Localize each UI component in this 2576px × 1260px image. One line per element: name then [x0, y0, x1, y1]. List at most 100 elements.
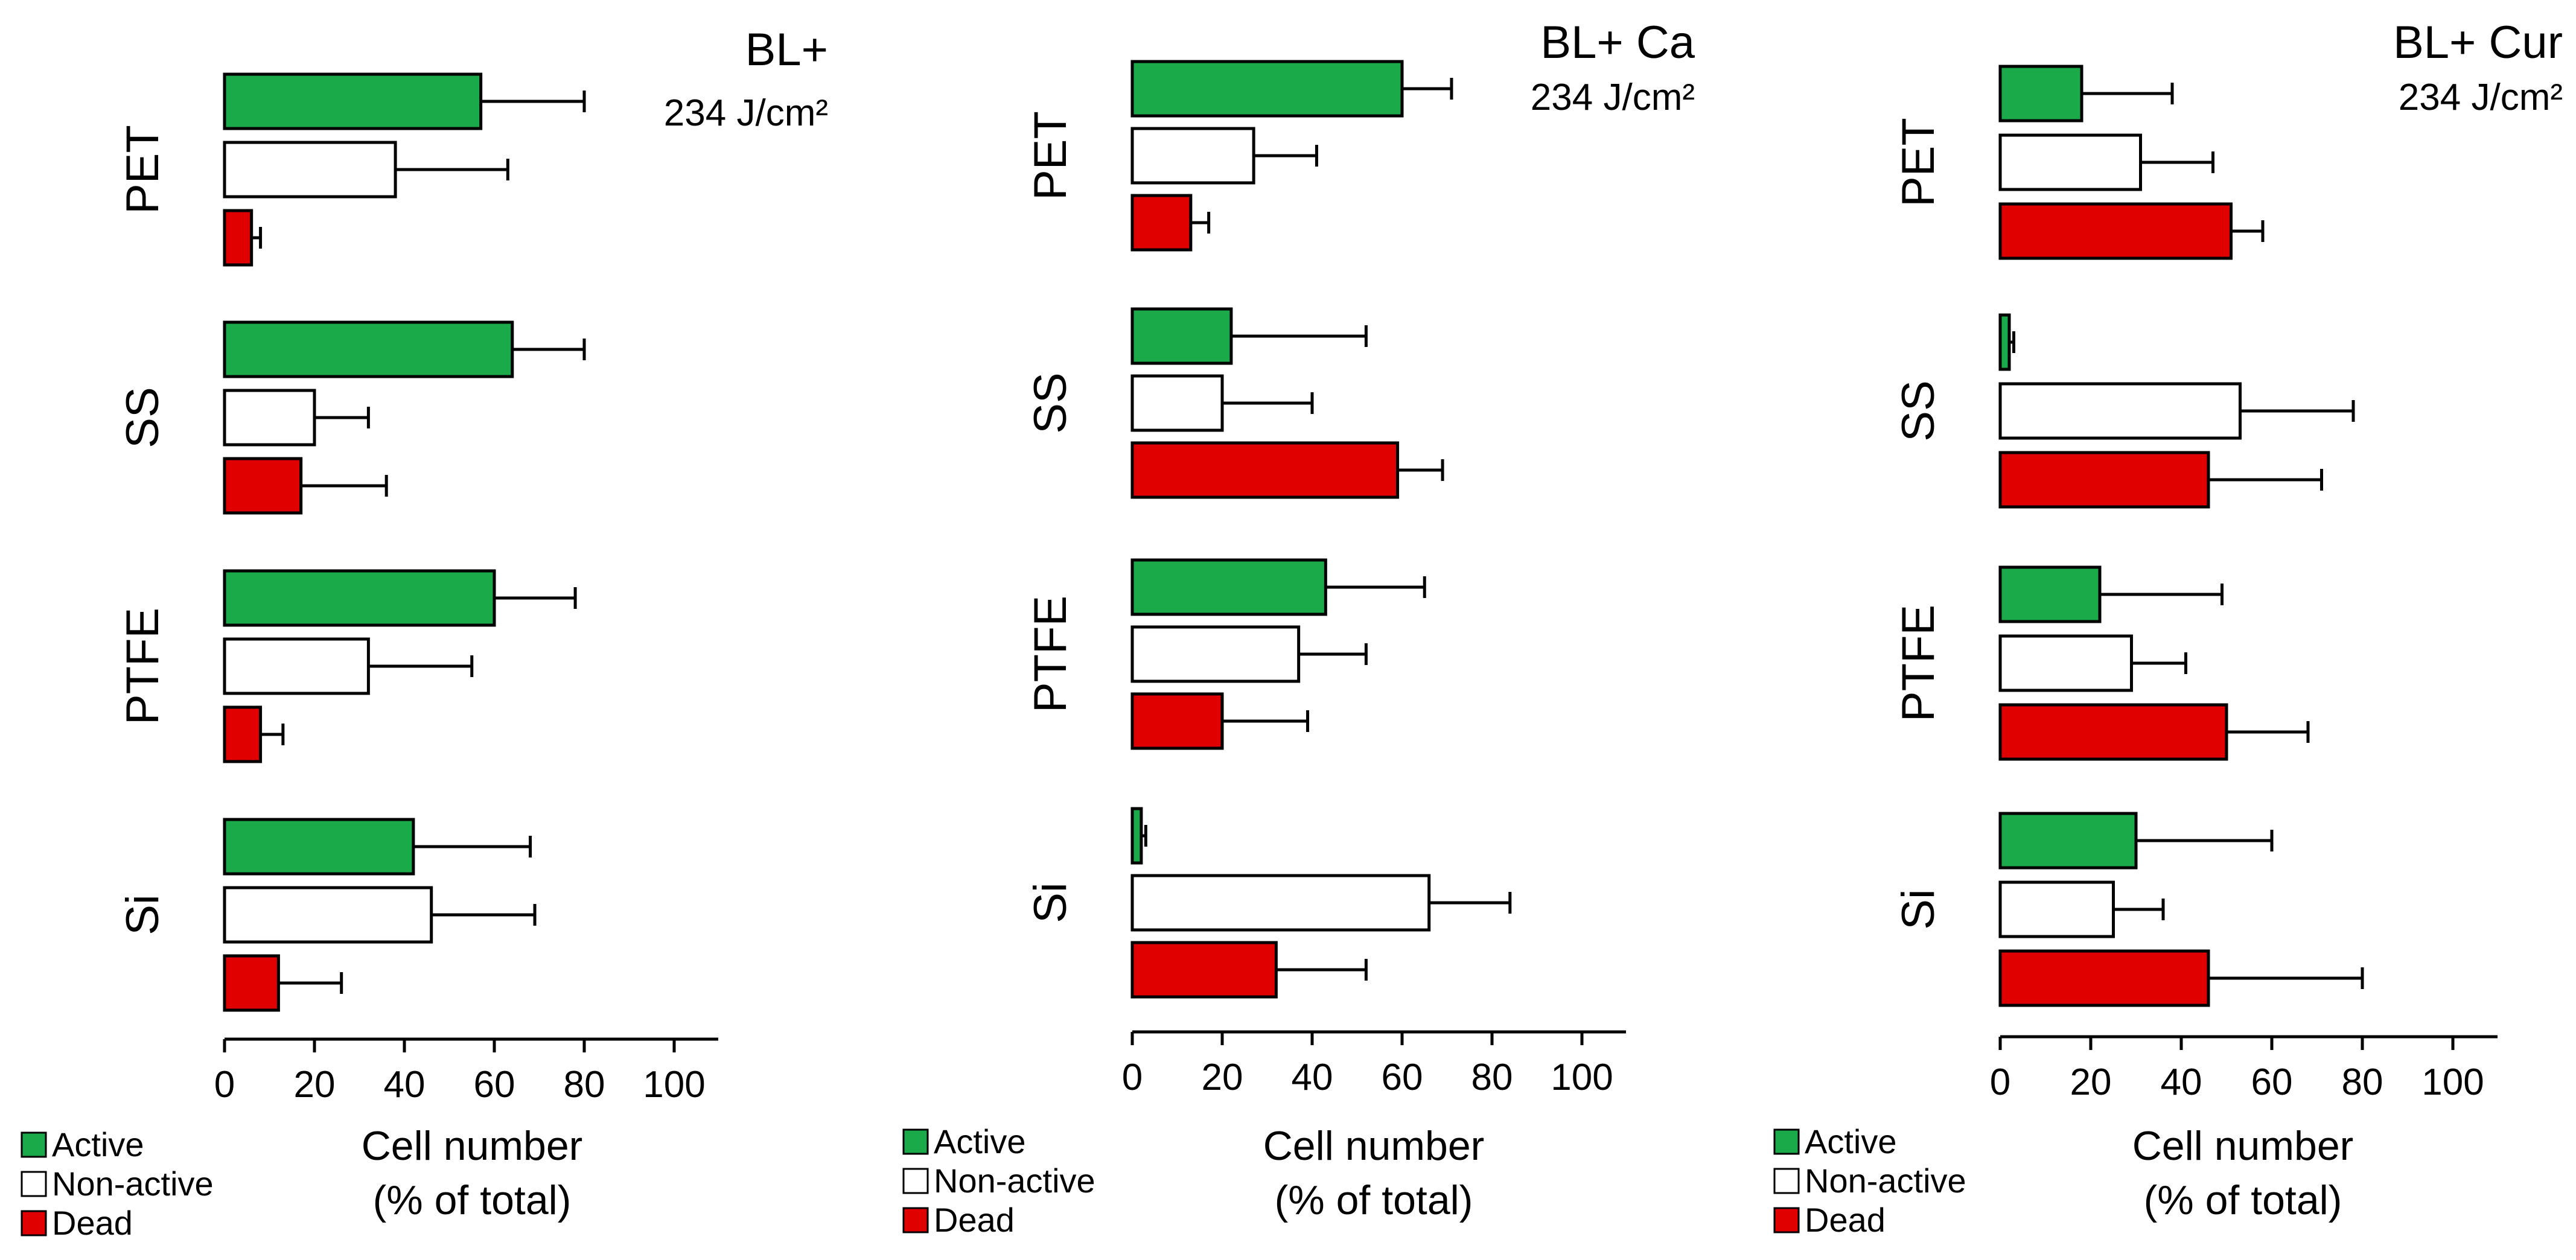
bar-si-active: [1998, 812, 2138, 870]
category-label-si: Si: [117, 894, 168, 935]
panel-2-xlabel2: (% of total): [1275, 1177, 1473, 1223]
bar-ss-active: [223, 320, 514, 378]
x-tick-label: 0: [1990, 1061, 2010, 1103]
legend-label-active: Active: [934, 1122, 1026, 1160]
x-tick-label: 0: [1122, 1057, 1143, 1098]
bar-pet-non-active: [1998, 133, 2142, 191]
x-tick-label: 100: [1551, 1057, 1613, 1098]
panel-1-plot: PET SS PTFE Si 0 20 40 60 80 100: [117, 72, 718, 1106]
x-tick-label: 20: [294, 1064, 336, 1106]
bar-si-non-active: [223, 886, 433, 944]
legend-swatch-non-active: [902, 1168, 929, 1194]
panel-2-title: BL+ Ca: [1540, 17, 1695, 68]
legend-label-non-active: Non-active: [52, 1165, 214, 1203]
legend-label-non-active: Non-active: [934, 1162, 1095, 1200]
panel-3-xlabel: Cell number: [2132, 1123, 2354, 1169]
legend-label-active: Active: [1805, 1122, 1897, 1160]
bar-pet-active: [223, 72, 483, 130]
bar-ss-non-active: [223, 389, 316, 447]
category-label-pet: PET: [1025, 111, 1076, 200]
legend-swatch-dead: [902, 1207, 929, 1233]
bar-pet-non-active: [1130, 127, 1255, 185]
bar-ss-active: [1130, 307, 1233, 365]
panel-2-legend: Active Non-active Dead: [902, 1122, 1095, 1239]
legend-swatch-active: [1773, 1128, 1800, 1155]
bar-ss-active: [1998, 313, 2011, 371]
bar-si-non-active: [1998, 880, 2115, 938]
legend-swatch-dead: [1773, 1207, 1800, 1233]
bar-ptfe-dead: [223, 705, 263, 763]
x-tick-label: 100: [2421, 1061, 2484, 1103]
bar-ss-dead: [1998, 451, 2210, 509]
panel-3-subtitle: 234 J/cm²: [2399, 77, 2563, 118]
bar-pet-active: [1998, 65, 2083, 122]
category-label-ptfe: PTFE: [117, 608, 168, 725]
x-tick-label: 0: [214, 1064, 235, 1106]
x-tick-label: 40: [384, 1064, 426, 1106]
x-tick-label: 60: [2251, 1061, 2293, 1103]
panel-1-title: BL+: [745, 24, 828, 75]
legend-label-dead: Dead: [1805, 1201, 1886, 1239]
bar-ss-non-active: [1130, 374, 1224, 432]
x-tick-label: 100: [643, 1064, 705, 1106]
legend-label-non-active: Non-active: [1805, 1162, 1966, 1200]
bar-ptfe-active: [1130, 558, 1327, 616]
bar-ptfe-dead: [1130, 692, 1224, 750]
bar-pet-non-active: [223, 141, 397, 199]
bar-si-active: [1130, 807, 1143, 865]
bar-ss-dead: [223, 457, 303, 515]
panel-1-legend: Active Non-active Dead: [21, 1125, 214, 1242]
category-label-si: Si: [1025, 882, 1076, 923]
panel-3-xlabel2: (% of total): [2144, 1177, 2342, 1223]
x-tick-label: 20: [2070, 1061, 2112, 1103]
panel-2-xlabel: Cell number: [1263, 1123, 1485, 1169]
panel-3-plot: PET SS PTFE Si 0 20 40 60 80 100: [1893, 65, 2498, 1103]
category-label-si: Si: [1893, 889, 1944, 930]
x-tick-label: 60: [474, 1064, 515, 1106]
panel-2-plot: PET SS PTFE Si 0 20 40 60 80 100: [1025, 60, 1626, 1098]
x-tick-label: 40: [1292, 1057, 1333, 1098]
bar-ptfe-dead: [1998, 703, 2228, 761]
x-tick-label: 60: [1382, 1057, 1423, 1098]
bar-si-dead: [223, 954, 280, 1012]
bar-ptfe-active: [1998, 565, 2102, 623]
bar-ptfe-non-active: [1998, 634, 2133, 692]
panel-3: BL+ Cur 234 J/cm² PET SS PTFE Si 0 20 40 60 80 10…: [1773, 17, 2563, 1239]
x-tick-label: 40: [2161, 1061, 2202, 1103]
bar-si-dead: [1130, 941, 1278, 999]
bar-si-dead: [1998, 949, 2210, 1007]
panel-3-title: BL+ Cur: [2393, 17, 2563, 68]
x-tick-label: 80: [1471, 1057, 1513, 1098]
category-label-ss: SS: [117, 387, 168, 448]
category-label-ptfe: PTFE: [1025, 596, 1076, 713]
legend-swatch-dead: [21, 1210, 47, 1236]
bar-pet-dead: [223, 209, 253, 267]
legend-label-active: Active: [52, 1125, 144, 1163]
legend-label-dead: Dead: [934, 1201, 1015, 1239]
x-tick-label: 20: [1202, 1057, 1243, 1098]
legend-swatch-active: [902, 1128, 929, 1155]
legend-swatch-active: [21, 1131, 47, 1158]
bar-ptfe-non-active: [1130, 625, 1301, 683]
category-label-pet: PET: [117, 125, 168, 214]
panel-1-xlabel: Cell number: [362, 1123, 583, 1169]
category-label-ss: SS: [1893, 380, 1944, 441]
bar-ss-non-active: [1998, 382, 2242, 440]
x-tick-label: 80: [564, 1064, 605, 1106]
bar-pet-active: [1130, 60, 1404, 118]
bar-ss-dead: [1130, 441, 1400, 499]
legend-swatch-non-active: [21, 1171, 47, 1197]
bar-pet-dead: [1130, 194, 1193, 252]
bar-ptfe-active: [223, 569, 496, 627]
bar-si-non-active: [1130, 874, 1431, 932]
panel-1: BL+ 234 J/cm² PET SS PTFE Si 0 20 40 60 80 100 Ce…: [21, 24, 828, 1242]
panel-3-legend: Active Non-active Dead: [1773, 1122, 1966, 1239]
panel-1-subtitle: 234 J/cm²: [664, 92, 828, 134]
category-label-pet: PET: [1893, 118, 1944, 207]
category-label-ptfe: PTFE: [1893, 605, 1944, 722]
legend-swatch-non-active: [1773, 1168, 1800, 1194]
panel-2-subtitle: 234 J/cm²: [1531, 77, 1695, 118]
legend-label-dead: Dead: [52, 1204, 133, 1242]
x-tick-label: 80: [2342, 1061, 2383, 1103]
